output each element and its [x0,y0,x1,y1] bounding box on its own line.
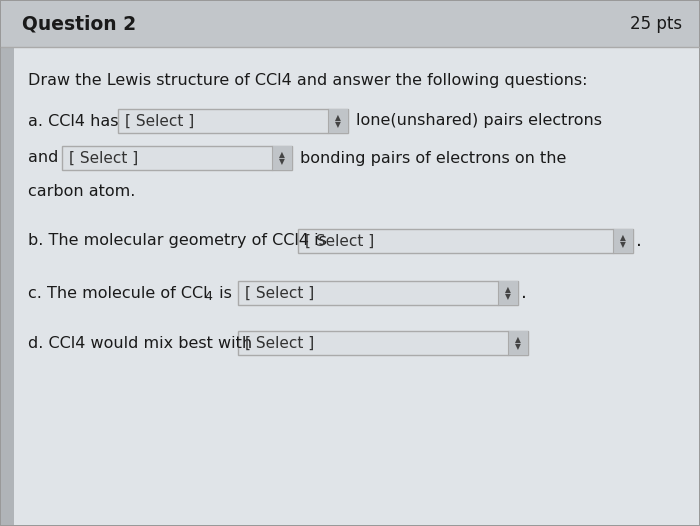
Text: [ Select ]: [ Select ] [245,286,314,300]
FancyBboxPatch shape [1,1,699,47]
Text: ▼: ▼ [335,120,341,129]
FancyBboxPatch shape [613,229,633,253]
Text: ▼: ▼ [515,342,521,351]
FancyBboxPatch shape [238,281,518,305]
FancyBboxPatch shape [14,47,699,525]
Text: ▼: ▼ [279,157,285,166]
Text: ▲: ▲ [515,335,521,344]
Text: bonding pairs of electrons on the: bonding pairs of electrons on the [300,150,566,166]
FancyBboxPatch shape [1,47,14,525]
Text: ▲: ▲ [620,233,626,242]
FancyBboxPatch shape [298,229,633,253]
Text: .: . [636,231,642,250]
Text: 4: 4 [204,290,212,304]
Text: [ Select ]: [ Select ] [69,150,139,166]
FancyBboxPatch shape [62,146,292,170]
Text: [ Select ]: [ Select ] [305,234,374,248]
Text: 25 pts: 25 pts [630,15,682,33]
Text: [ Select ]: [ Select ] [125,114,195,128]
Text: Question 2: Question 2 [22,15,136,34]
FancyBboxPatch shape [238,331,528,355]
Text: c. The molecule of CCl: c. The molecule of CCl [28,286,208,300]
FancyBboxPatch shape [328,109,348,133]
Text: ▼: ▼ [505,292,511,301]
Text: ▼: ▼ [620,240,626,249]
Text: Draw the Lewis structure of CCl4 and answer the following questions:: Draw the Lewis structure of CCl4 and ans… [28,73,587,87]
Text: .: . [521,284,527,302]
Text: a. CCl4 has: a. CCl4 has [28,114,118,128]
Text: d. CCl4 would mix best with: d. CCl4 would mix best with [28,336,252,350]
Text: ▲: ▲ [505,285,511,294]
FancyBboxPatch shape [118,109,348,133]
Text: lone(unshared) pairs electrons: lone(unshared) pairs electrons [356,114,602,128]
FancyBboxPatch shape [508,331,528,355]
Text: carbon atom.: carbon atom. [28,185,135,199]
Text: ▲: ▲ [279,150,285,159]
FancyBboxPatch shape [498,281,518,305]
Text: b. The molecular geometry of CCl4 is: b. The molecular geometry of CCl4 is [28,234,327,248]
Text: [ Select ]: [ Select ] [245,336,314,350]
Text: and: and [28,150,58,166]
Text: ▲: ▲ [335,113,341,122]
Text: is: is [214,286,232,300]
FancyBboxPatch shape [272,146,292,170]
